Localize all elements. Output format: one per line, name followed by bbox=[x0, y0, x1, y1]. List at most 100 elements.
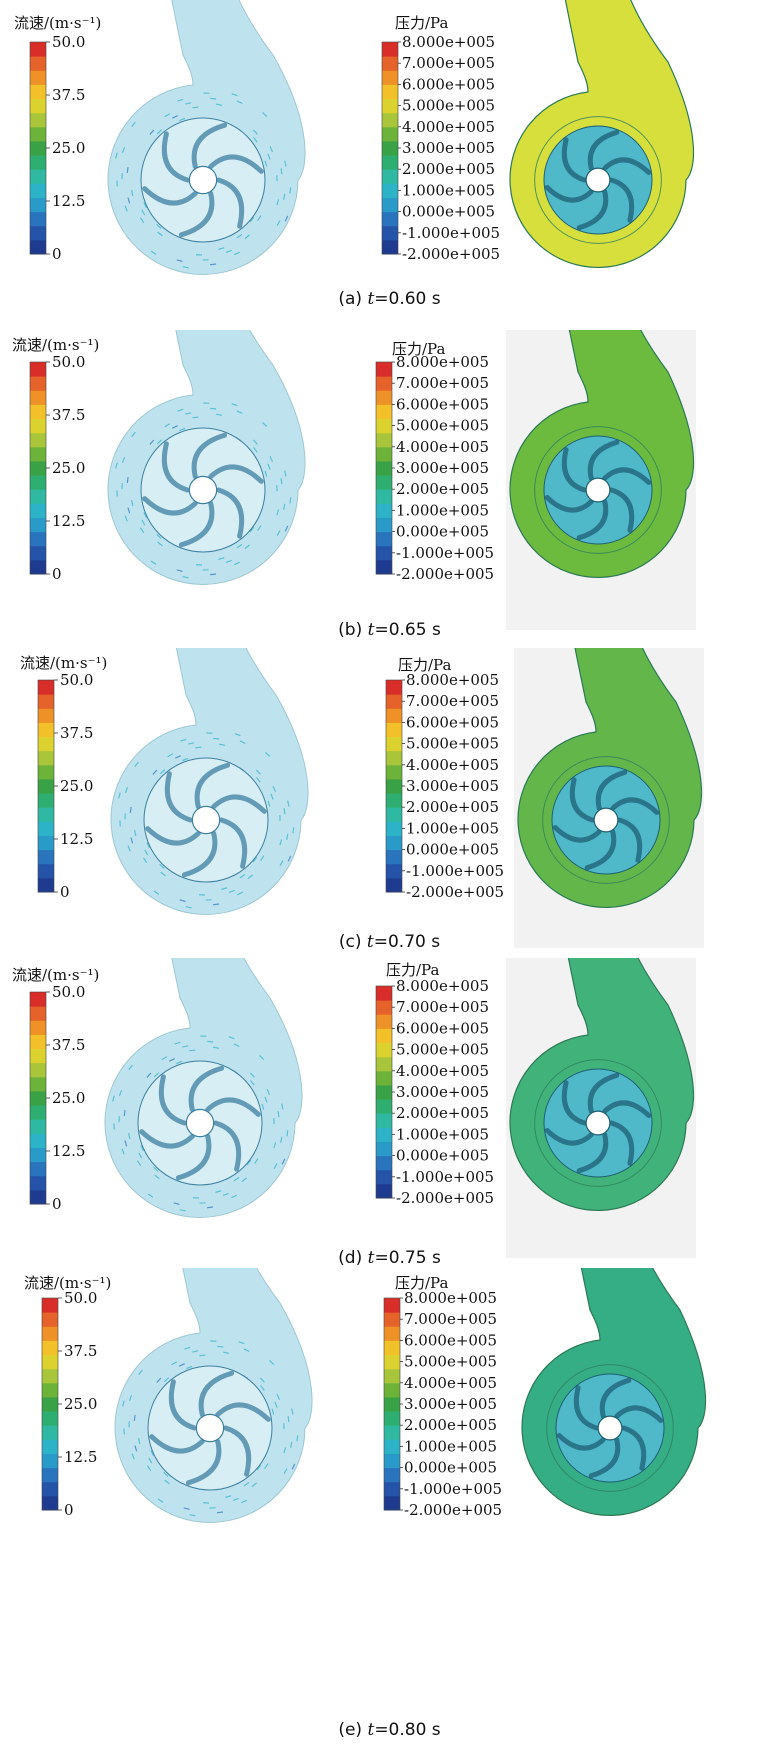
caption-e: (e) t=0.80 s bbox=[0, 1720, 779, 1740]
velocity-streak bbox=[146, 1465, 152, 1472]
velocity-streak bbox=[156, 439, 163, 445]
velocity-streak bbox=[284, 525, 289, 532]
pressure-impeller-blade bbox=[588, 1437, 621, 1479]
velocity-impeller-blade bbox=[205, 1097, 261, 1117]
velocity-streak bbox=[236, 100, 243, 105]
caption-time: =0.65 s bbox=[374, 620, 441, 640]
velocity-streak bbox=[123, 1109, 126, 1117]
velocity-streak bbox=[231, 403, 238, 407]
velocity-streak bbox=[250, 1080, 255, 1086]
pressure-legend-band bbox=[376, 1141, 392, 1157]
velocity-impeller-hub bbox=[188, 165, 218, 195]
velocity-streak bbox=[164, 113, 171, 118]
pressure-pump bbox=[514, 648, 704, 948]
pressure-legend-tick-label: 7.000e+005 bbox=[404, 1310, 497, 1328]
velocity-legend-band bbox=[38, 835, 54, 851]
velocity-impeller-blade bbox=[191, 432, 228, 480]
pressure-legend-tick-label: 5.000e+005 bbox=[404, 1353, 497, 1371]
pressure-impeller-blade bbox=[576, 499, 609, 541]
velocity-streak bbox=[283, 808, 286, 815]
velocity-streak bbox=[252, 439, 258, 445]
caption-label: (d) bbox=[338, 1248, 363, 1268]
pressure-legend-band bbox=[376, 1014, 392, 1029]
pressure-impeller-blade bbox=[587, 1072, 620, 1114]
velocity-streak bbox=[244, 544, 250, 550]
pressure-impeller-blade bbox=[609, 487, 635, 533]
velocity-streak bbox=[144, 849, 149, 856]
pressure-legend-band bbox=[382, 197, 398, 213]
velocity-legend-band bbox=[30, 70, 46, 85]
caption-t: t bbox=[367, 289, 375, 309]
pressure-legend-tick-label: -1.000e+005 bbox=[396, 544, 494, 562]
panel-c-figure: 流速/(m·s⁻¹)50.0 37.5 25.0 12.5 0 压力/Pa8.000e+0… bbox=[20, 648, 704, 948]
velocity-legend-band bbox=[30, 239, 46, 255]
panel-d: 流速/(m·s⁻¹) 50.0 37.5 25.0 12.5 0 压力/Pa 8.000e+0… bbox=[0, 958, 779, 1278]
velocity-legend-band bbox=[30, 155, 46, 170]
velocity-legend-band bbox=[42, 1312, 58, 1327]
velocity-streak bbox=[291, 1408, 294, 1415]
pressure-legend-band bbox=[376, 418, 392, 434]
pressure-legend-band bbox=[382, 169, 398, 184]
velocity-streak bbox=[176, 1060, 183, 1065]
velocity-streak bbox=[188, 742, 195, 745]
velocity-impeller-hub bbox=[185, 1108, 215, 1138]
velocity-streak bbox=[153, 890, 160, 895]
velocity-streak bbox=[276, 509, 280, 516]
velocity-legend: 流速/(m·s⁻¹)50.0 37.5 25.0 12.5 0 bbox=[12, 966, 99, 1213]
pressure-legend-tick-label: -2.000e+005 bbox=[406, 883, 504, 901]
velocity-streak bbox=[147, 1193, 154, 1198]
velocity-streak bbox=[289, 187, 292, 194]
velocity-legend-tick-label: 12.5 bbox=[64, 1448, 97, 1466]
velocity-streak bbox=[126, 166, 129, 174]
velocity-streak bbox=[179, 117, 186, 122]
pressure-legend-tick-label: 5.000e+005 bbox=[396, 1041, 489, 1059]
velocity-streak bbox=[126, 476, 129, 484]
pressure-legend-tick-label: 2.000e+005 bbox=[406, 798, 499, 816]
pressure-impeller-blade bbox=[602, 1100, 652, 1118]
velocity-streak bbox=[276, 530, 281, 537]
pressure-impeller-blade bbox=[621, 1425, 647, 1471]
pressure-legend: 压力/Pa8.000e+005 7.000e+005 6.000e+005 5.000… bbox=[381, 14, 500, 263]
velocity-streak bbox=[296, 1435, 299, 1442]
velocity-legend-band bbox=[30, 1020, 46, 1035]
caption-label: (e) bbox=[338, 1720, 363, 1740]
velocity-impeller-blade bbox=[219, 817, 248, 869]
velocity-streak bbox=[286, 1130, 289, 1137]
velocity-streak bbox=[143, 202, 148, 209]
pressure-impeller-blade bbox=[587, 439, 620, 481]
velocity-legend-band bbox=[38, 694, 54, 709]
velocity-streak bbox=[179, 427, 186, 432]
pressure-legend-band bbox=[384, 1411, 400, 1426]
velocity-streak bbox=[221, 887, 228, 890]
pressure-impeller-blade bbox=[602, 157, 652, 175]
pressure-legend-band bbox=[386, 764, 402, 780]
velocity-streak bbox=[124, 1140, 128, 1147]
velocity-legend-band bbox=[30, 992, 46, 1007]
pressure-legend-tick-label: 3.000e+005 bbox=[396, 1083, 489, 1101]
pressure-impeller-blade bbox=[587, 129, 620, 171]
velocity-streak bbox=[131, 500, 134, 507]
velocity-impeller-blade bbox=[149, 1434, 205, 1454]
velocity-legend-band bbox=[42, 1425, 58, 1440]
velocity-impeller-blade bbox=[181, 830, 218, 878]
pressure-legend-band bbox=[376, 432, 392, 448]
velocity-legend-band bbox=[42, 1467, 58, 1483]
pressure-legend-tick-label: 5.000e+005 bbox=[396, 417, 489, 435]
velocity-legend-band bbox=[38, 680, 54, 695]
pressure-legend: 压力/Pa8.000e+005 7.000e+005 6.000e+005 5.000… bbox=[383, 1274, 502, 1519]
velocity-legend-band bbox=[30, 84, 46, 100]
velocity-streak bbox=[127, 845, 131, 852]
pressure-legend-band bbox=[382, 84, 398, 100]
pressure-legend-band bbox=[384, 1354, 400, 1370]
caption-b: (b) t=0.65 s bbox=[0, 620, 779, 640]
pressure-impeller-blade bbox=[599, 1377, 632, 1419]
pressure-legend-tick-label: 8.000e+005 bbox=[396, 977, 489, 995]
velocity-streak bbox=[210, 573, 217, 576]
velocity-legend-tick-label: 37.5 bbox=[52, 1036, 85, 1054]
velocity-streak bbox=[228, 889, 235, 894]
pressure-legend-band bbox=[386, 877, 402, 893]
velocity-streak bbox=[136, 1160, 142, 1167]
velocity-legend-tick-label: 50.0 bbox=[64, 1289, 97, 1307]
velocity-streak bbox=[134, 1445, 138, 1452]
panel-b: 流速/(m·s⁻¹) 50.0 37.5 25.0 12.5 0 压力/Pa 8.000e+0… bbox=[0, 330, 779, 650]
